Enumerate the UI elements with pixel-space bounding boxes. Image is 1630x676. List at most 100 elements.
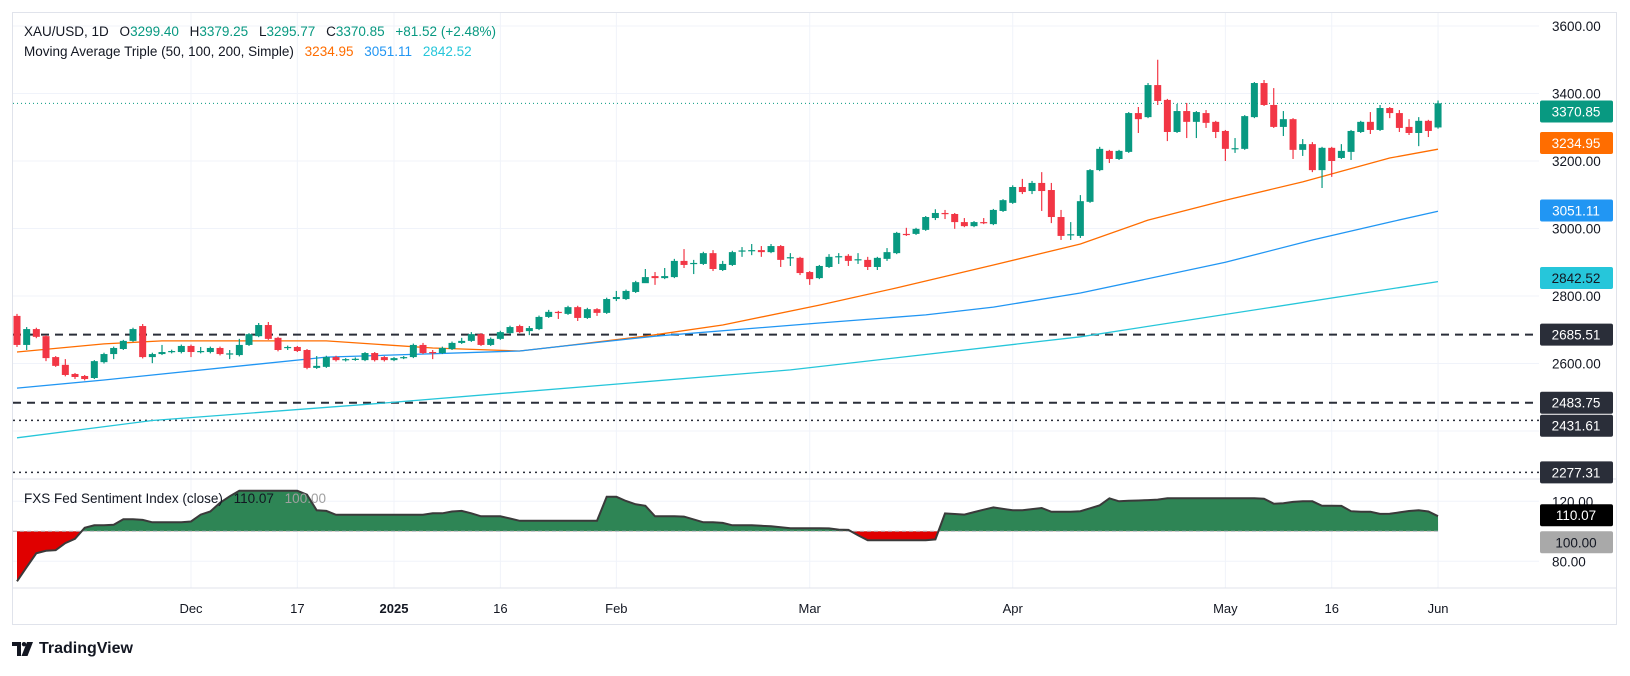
- candle: [303, 348, 311, 370]
- ma50-value: 3234.95: [304, 44, 354, 59]
- svg-text:110.07: 110.07: [1556, 508, 1596, 523]
- candle: [158, 344, 166, 356]
- open-value: 3299.40: [130, 24, 179, 39]
- candle-body: [632, 282, 640, 292]
- candle: [1357, 120, 1365, 133]
- candle-body: [941, 212, 949, 215]
- candle-body: [1154, 85, 1162, 101]
- candle: [1308, 142, 1316, 173]
- candle: [1347, 129, 1355, 160]
- candle-body: [419, 344, 427, 354]
- candle-body: [1115, 150, 1123, 159]
- indicator-value-label: 110.07: [1540, 504, 1613, 527]
- candle: [1241, 115, 1249, 150]
- candle: [400, 356, 408, 360]
- svg-text:3234.95: 3234.95: [1552, 136, 1601, 151]
- candle: [960, 218, 968, 228]
- candle: [612, 290, 620, 302]
- candle: [873, 256, 881, 271]
- candle: [1047, 182, 1055, 224]
- indicator-title[interactable]: FXS Fed Sentiment Index (close): [24, 491, 223, 506]
- candle: [1105, 149, 1113, 164]
- symbol-legend[interactable]: XAU/USD, 1D O3299.40 H3379.25 L3295.77 C…: [24, 23, 496, 41]
- ma-title[interactable]: Moving Average Triple (50, 100, 200, Sim…: [24, 44, 294, 59]
- candle: [767, 244, 775, 254]
- candle-body: [52, 357, 60, 366]
- symbol-name[interactable]: XAU/USD, 1D: [24, 24, 109, 39]
- candle-body: [42, 336, 50, 359]
- candle: [1221, 129, 1229, 161]
- candle-body: [1134, 113, 1142, 120]
- candle: [1260, 80, 1268, 106]
- candle-body: [371, 353, 379, 361]
- candle: [409, 343, 417, 359]
- candle: [23, 327, 31, 350]
- candle-body: [1231, 148, 1239, 150]
- candle-body: [738, 250, 746, 252]
- candle-body: [1318, 147, 1326, 171]
- indicator-legend[interactable]: FXS Fed Sentiment Index (close) 110.07 1…: [24, 490, 326, 508]
- candle: [1173, 103, 1181, 133]
- candle-body: [825, 256, 833, 267]
- candle-body: [438, 347, 446, 354]
- candle-body: [235, 344, 243, 356]
- candle-body: [245, 334, 253, 345]
- candle-body: [1212, 121, 1220, 132]
- candle: [458, 337, 466, 344]
- y-tick-label: 3000.00: [1552, 222, 1601, 237]
- candle: [864, 256, 872, 271]
- candle: [284, 345, 292, 350]
- candle-body: [835, 256, 843, 258]
- candle-body: [806, 272, 814, 280]
- candle: [13, 313, 21, 347]
- index-line: [16, 489, 1439, 582]
- candle: [951, 212, 959, 229]
- ma50-line: [16, 148, 1439, 353]
- candle-body: [1125, 113, 1133, 152]
- price-axis[interactable]: 3600.00 3400.00 3200.00 3000.00 2800.00 2600.…: [1552, 19, 1601, 372]
- candle-body: [757, 250, 765, 253]
- candle-body: [129, 329, 137, 341]
- candle: [148, 352, 156, 364]
- candle-body: [883, 252, 891, 259]
- candle-body: [922, 217, 930, 230]
- candle-body: [313, 365, 321, 368]
- candle: [351, 357, 359, 361]
- candle-body: [641, 277, 649, 284]
- candle: [245, 333, 253, 346]
- high-label: H: [189, 24, 200, 39]
- candle: [274, 336, 282, 352]
- candle-body: [1279, 119, 1287, 127]
- candle: [1434, 100, 1442, 129]
- candle: [806, 271, 814, 285]
- ma-legend[interactable]: Moving Average Triple (50, 100, 200, Sim…: [24, 43, 472, 61]
- tradingview-logo[interactable]: TradingView: [12, 640, 133, 658]
- time-axis[interactable]: Dec 17 2025 16 Feb Mar Apr May 16 Jun: [179, 601, 1448, 616]
- candle: [206, 346, 214, 354]
- candle: [931, 209, 939, 221]
- candle: [1183, 102, 1191, 139]
- candle-body: [748, 250, 756, 252]
- candle-body: [593, 309, 601, 313]
- candle: [90, 360, 98, 380]
- chart-frame: [12, 12, 1617, 625]
- candle: [313, 356, 321, 369]
- candle: [506, 325, 514, 335]
- candle: [264, 321, 272, 340]
- candle: [438, 346, 446, 355]
- candle-body: [786, 257, 794, 259]
- candle: [728, 250, 736, 266]
- candle-body: [535, 316, 543, 330]
- candle: [187, 344, 195, 358]
- candle: [1154, 59, 1162, 105]
- candle: [1279, 111, 1287, 137]
- candle: [1376, 104, 1384, 131]
- candle-body: [777, 246, 785, 260]
- candle: [1163, 98, 1171, 142]
- candle: [255, 323, 263, 338]
- candle-body: [390, 358, 398, 361]
- candle: [719, 260, 727, 272]
- low-value: 3295.77: [266, 24, 316, 39]
- candle-body: [1009, 186, 1017, 203]
